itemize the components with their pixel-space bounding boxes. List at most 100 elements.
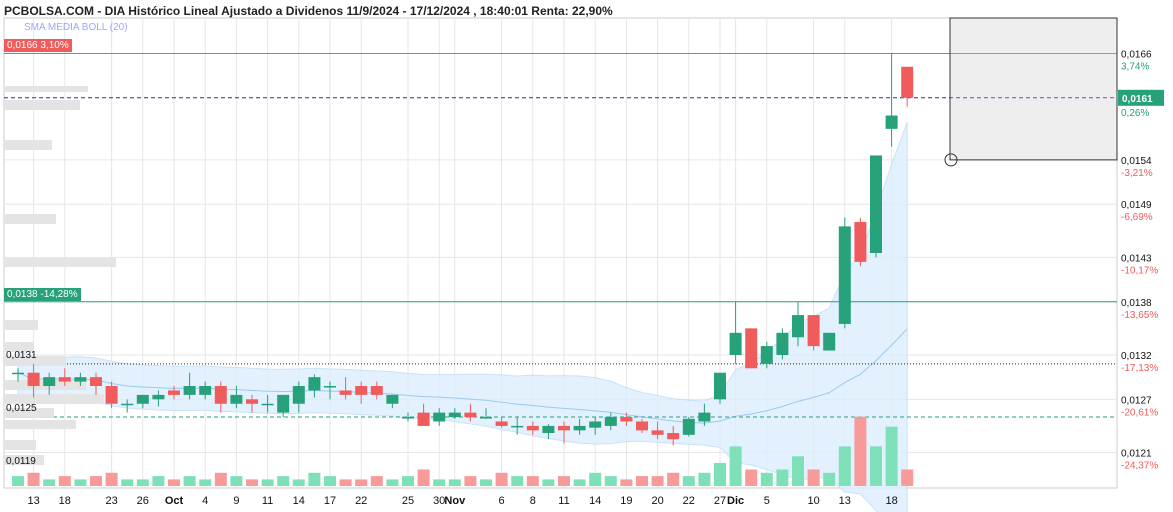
volume-bar (136, 479, 149, 486)
candle-body (589, 421, 602, 428)
candle-body (214, 386, 227, 404)
volume-profile-bar (4, 408, 54, 418)
volume-bar (776, 469, 789, 486)
y-tick-pct-label: -24,37% (1121, 461, 1158, 472)
current-price-badge (1118, 89, 1164, 106)
bollinger-mid-line (17, 328, 908, 424)
y-tick-label: 0,0154 (1121, 156, 1152, 167)
current-price-pct: 0,26% (1121, 108, 1149, 119)
volume-bar (854, 416, 867, 486)
volume-profile-bar (4, 100, 80, 110)
volume-bar (480, 479, 492, 486)
x-tick-label: 6 (499, 495, 505, 507)
candle-body (526, 425, 539, 431)
volume-bar (230, 476, 243, 486)
volume-bar (105, 472, 118, 486)
volume-bar (667, 472, 680, 486)
candle-body (870, 155, 882, 253)
candle-body (58, 377, 71, 382)
candle-body (495, 421, 508, 426)
candle-body (261, 403, 274, 406)
candle-body (90, 377, 102, 387)
candle-body (292, 386, 305, 404)
candle-body (776, 332, 789, 355)
candle-body (838, 226, 851, 324)
volume-profile-bar (4, 86, 88, 92)
volume-bar (823, 472, 836, 486)
x-tick-label: 22 (683, 495, 695, 507)
candle-body (402, 417, 414, 419)
y-tick-pct-label: -17,13% (1121, 363, 1158, 374)
y-tick-label: 0,0132 (1121, 351, 1152, 362)
candle-body (651, 430, 664, 435)
volume-bar (464, 476, 477, 486)
volume-bar (901, 469, 914, 486)
candle-body (168, 390, 180, 395)
volume-bar (589, 472, 602, 486)
y-tick-pct-label: -13,65% (1121, 310, 1158, 321)
x-tick-label: 18 (59, 495, 71, 507)
x-tick-label: 23 (105, 495, 117, 507)
x-tick-label: Dic (727, 495, 744, 507)
volume-profile-bar (4, 320, 38, 330)
bollinger-band (17, 122, 908, 512)
bottom-level-label: 0,0119 (6, 456, 36, 468)
volume-bar (698, 472, 711, 486)
volume-bar (542, 479, 555, 486)
x-tick-label: Nov (444, 495, 466, 507)
candle-body (230, 394, 243, 404)
y-tick-label: 0,0127 (1121, 395, 1152, 406)
volume-bar (261, 479, 274, 486)
volume-bar (183, 476, 196, 486)
candle-body (246, 399, 258, 404)
volume-bar (807, 469, 820, 486)
x-tick-label: 26 (137, 495, 149, 507)
volume-bar (729, 446, 742, 486)
volume-profile-bar (4, 394, 104, 404)
candle-body (74, 377, 87, 382)
volume-bar (246, 479, 258, 486)
candle-body (121, 403, 134, 406)
support-level-tag: 0,0138 -14,28% (4, 287, 81, 301)
volume-bar (433, 479, 446, 486)
x-tick-label: 14 (589, 495, 601, 507)
volume-profile-bar (4, 356, 66, 366)
candle-body (464, 412, 477, 418)
selection-handle (944, 153, 958, 167)
candle-body (308, 377, 321, 391)
x-tick-label: 17 (324, 495, 336, 507)
y-tick-pct-label: -3,21% (1121, 168, 1153, 179)
candle-body (12, 372, 24, 375)
top-level-tag: 0,0166 3,10% (4, 39, 72, 53)
candle-body (448, 412, 461, 418)
candle-body (43, 377, 56, 387)
volume-bar (526, 476, 539, 486)
candle-body (604, 417, 617, 426)
candle-body (854, 221, 867, 262)
candle-body (667, 433, 680, 440)
candle-body (105, 386, 118, 404)
x-tick-label: 22 (355, 495, 367, 507)
volume-bar (402, 476, 414, 486)
volume-bar (558, 476, 570, 486)
candle-body (183, 386, 196, 395)
y-tick-label: 0,0149 (1121, 200, 1152, 211)
candle-body (277, 394, 290, 413)
y-tick-pct-label: -10,17% (1121, 265, 1158, 276)
candle-body (27, 372, 40, 387)
candle-body (433, 412, 446, 422)
volume-bar (199, 479, 212, 486)
volume-bar (511, 476, 524, 486)
candle-body (339, 390, 352, 395)
volume-profile-bar (4, 420, 76, 429)
x-tick-label: 19 (620, 495, 632, 507)
candle-body (573, 425, 586, 431)
candle-body (542, 425, 555, 434)
volume-bar (448, 479, 461, 486)
volume-bar (58, 476, 71, 486)
volume-bar (121, 479, 134, 486)
x-tick-label: 14 (293, 495, 305, 507)
volume-bar (495, 472, 508, 486)
candle-body (620, 417, 633, 422)
volume-bar (760, 472, 773, 486)
